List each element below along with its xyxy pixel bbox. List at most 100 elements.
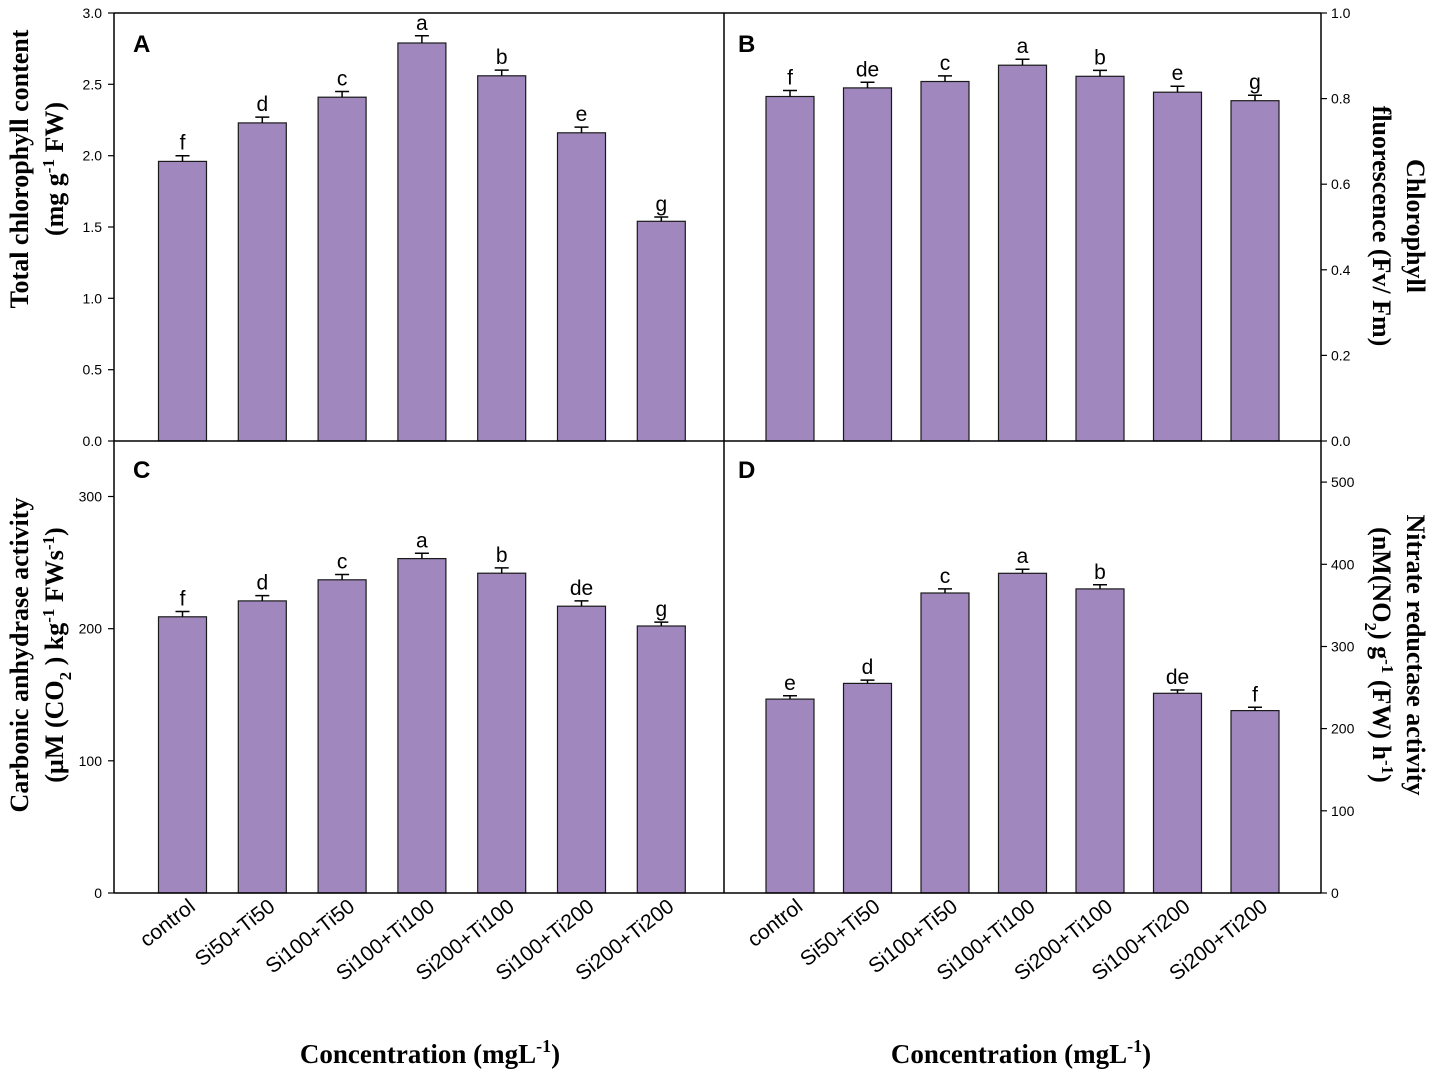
panel-c-letter: C bbox=[133, 457, 150, 484]
panel-c-sig-letter-3: c bbox=[337, 551, 348, 574]
panel-b-error-bar-7 bbox=[1248, 94, 1262, 101]
panel-d-error-bar-6 bbox=[1170, 689, 1185, 694]
panel-c-y-tick-label-3: 300 bbox=[79, 489, 103, 505]
panel-b-y-axis: 0.0 0.2 0.4 0.6 0.8 1.0 bbox=[1321, 5, 1351, 449]
panel-a-error-bar-3 bbox=[335, 90, 350, 98]
panel-c-error-bar-5 bbox=[494, 567, 509, 574]
panel-c-error-bar-7 bbox=[654, 621, 669, 626]
panel-d-category-labels: controlSi50+Ti50Si100+Ti50Si100+Ti100Si2… bbox=[743, 895, 1272, 986]
x-axis-title-right: Concentration (mgL-1) bbox=[891, 1036, 1151, 1069]
panel-d-y-axis: 0 100 200 300 400 500 bbox=[1321, 474, 1355, 901]
panel-d-ylabel-line2: (nM(NO2) g-1 (FW) h-1) bbox=[1361, 527, 1397, 783]
panel-d-y-tick-label-0: 0 bbox=[1331, 885, 1339, 901]
panel-b-bar-4 bbox=[997, 64, 1048, 442]
panel-a-bar-7 bbox=[636, 220, 686, 442]
panel-c-error-bar-3 bbox=[335, 573, 350, 580]
panel-c-category-label-1: control bbox=[136, 895, 200, 952]
panel-d-error-bar-3 bbox=[938, 588, 952, 593]
panel-b-sig-letter-3: c bbox=[940, 52, 951, 75]
panel-c-error-bar-2 bbox=[255, 594, 270, 601]
panel-a-sig-letter-4: a bbox=[416, 12, 428, 35]
panel-c-sig-letter-6: de bbox=[570, 577, 593, 600]
panel-b-error-bar-1 bbox=[783, 89, 797, 97]
panel-c-bar-6 bbox=[556, 605, 607, 894]
panel-c: f d c a b de g 0 100 200 300 C Carbonic anhydrase… bbox=[5, 457, 686, 986]
panel-d-bar-3 bbox=[920, 592, 970, 894]
panel-c-sig-letter-2: d bbox=[256, 572, 268, 595]
panel-b-sig-letter-1: f bbox=[787, 67, 793, 90]
panel-b-ylabel-line2: fluorescence (Fv/ Fm) bbox=[1367, 106, 1396, 347]
panel-d-error-bar-5 bbox=[1093, 584, 1107, 589]
panel-c-bar-1 bbox=[157, 616, 208, 894]
panel-c-bar-2 bbox=[237, 600, 287, 894]
panel-a: f d c a b e g 0.0 0.5 1.0 1.5 2.0 2.5 3.0 A Total ch… bbox=[5, 5, 686, 449]
panel-a-bar-3 bbox=[317, 96, 367, 442]
panel-a-sig-letter-3: c bbox=[337, 68, 348, 91]
panel-a-error-bar-5 bbox=[494, 69, 509, 76]
panel-b-bar-7 bbox=[1230, 100, 1280, 442]
panel-c-y-tick-label-2: 200 bbox=[79, 621, 103, 637]
panel-c-bar-3 bbox=[317, 579, 367, 894]
panel-c-y-tick-label-1: 100 bbox=[79, 753, 103, 769]
panel-d-error-bar-4 bbox=[1015, 568, 1030, 574]
panel-c-sig-letter-4: a bbox=[416, 529, 428, 552]
panel-b-sig-letter-6: e bbox=[1172, 62, 1184, 85]
panel-a-sig-letter-5: b bbox=[496, 46, 508, 69]
panel-b-y-tick-label-1: 0.2 bbox=[1331, 347, 1351, 363]
panel-d-sig-letter-6: de bbox=[1166, 666, 1189, 689]
panel-c-bar-7 bbox=[636, 625, 686, 894]
panel-d-bar-5 bbox=[1075, 588, 1125, 894]
panel-a-y-tick-label-1: 0.5 bbox=[83, 362, 103, 378]
panel-c-category-labels: controlSi50+Ti50Si100+Ti50Si100+Ti100Si2… bbox=[136, 895, 679, 986]
panel-a-letter: A bbox=[133, 31, 150, 58]
panel-a-sig-letter-6: e bbox=[576, 103, 588, 126]
panel-c-sig-letter-7: g bbox=[655, 598, 667, 621]
panel-b-error-bar-2 bbox=[860, 81, 875, 88]
panel-a-y-tick-label-5: 2.5 bbox=[83, 76, 103, 92]
panel-d-bars: e d c a b de f bbox=[765, 545, 1280, 894]
panel-a-sig-letter-1: f bbox=[180, 132, 186, 155]
panel-a-error-bar-2 bbox=[255, 116, 270, 123]
panel-d-sig-letter-3: c bbox=[940, 565, 951, 588]
panel-b-error-bar-3 bbox=[938, 75, 952, 82]
panel-b-bar-2 bbox=[842, 87, 893, 442]
panel-a-y-tick-label-2: 1.0 bbox=[83, 290, 103, 306]
panel-c-y-tick-label-0: 0 bbox=[94, 885, 102, 901]
panel-b-sig-letter-2: de bbox=[856, 58, 879, 81]
panel-d-bar-1 bbox=[765, 698, 815, 894]
panel-d-sig-letter-4: a bbox=[1017, 545, 1029, 568]
panel-d-error-bar-7 bbox=[1248, 706, 1262, 711]
panel-d-bar-6 bbox=[1152, 692, 1203, 894]
panel-b-y-tick-label-3: 0.6 bbox=[1331, 176, 1351, 192]
panel-d-category-label-1: control bbox=[743, 895, 807, 952]
panel-d-ylabel-line1: Nitrate reductase activity bbox=[1401, 514, 1430, 795]
panel-a-bars: f d c a b e g bbox=[157, 12, 686, 442]
panel-d-error-bar-2 bbox=[860, 679, 875, 684]
panel-b-y-tick-label-5: 1.0 bbox=[1331, 5, 1351, 21]
panel-a-error-bar-1 bbox=[175, 154, 190, 162]
panel-b-y-tick-label-4: 0.8 bbox=[1331, 91, 1351, 107]
panel-d-error-bar-1 bbox=[783, 695, 797, 700]
panel-c-bar-4 bbox=[397, 557, 447, 894]
panel-b-sig-letter-4: a bbox=[1017, 35, 1029, 58]
panel-b-error-bar-4 bbox=[1015, 58, 1030, 66]
panel-a-bar-4 bbox=[397, 42, 447, 442]
panel-a-error-bar-4 bbox=[414, 35, 429, 43]
panel-b-sig-letter-7: g bbox=[1249, 71, 1261, 94]
panel-c-bar-5 bbox=[477, 572, 527, 894]
panel-d-y-tick-label-1: 100 bbox=[1331, 803, 1355, 819]
panel-a-error-bar-7 bbox=[654, 216, 669, 222]
panel-c-y-axis: 0 100 200 300 bbox=[79, 489, 114, 901]
panel-a-y-tick-label-4: 2.0 bbox=[83, 148, 103, 164]
panel-b-y-tick-label-0: 0.0 bbox=[1331, 433, 1351, 449]
panel-a-y-tick-label-6: 3.0 bbox=[83, 5, 103, 21]
panel-b-bar-6 bbox=[1152, 91, 1203, 442]
panel-d-sig-letter-2: d bbox=[862, 656, 874, 679]
panel-d-bar-4 bbox=[997, 572, 1048, 894]
panel-c-sig-letter-1: f bbox=[180, 588, 186, 611]
panel-c-error-bar-6 bbox=[574, 600, 589, 607]
panel-b-letter: B bbox=[738, 31, 755, 58]
panel-b-bar-3 bbox=[920, 80, 970, 442]
panel-a-error-bar-6 bbox=[574, 126, 589, 133]
